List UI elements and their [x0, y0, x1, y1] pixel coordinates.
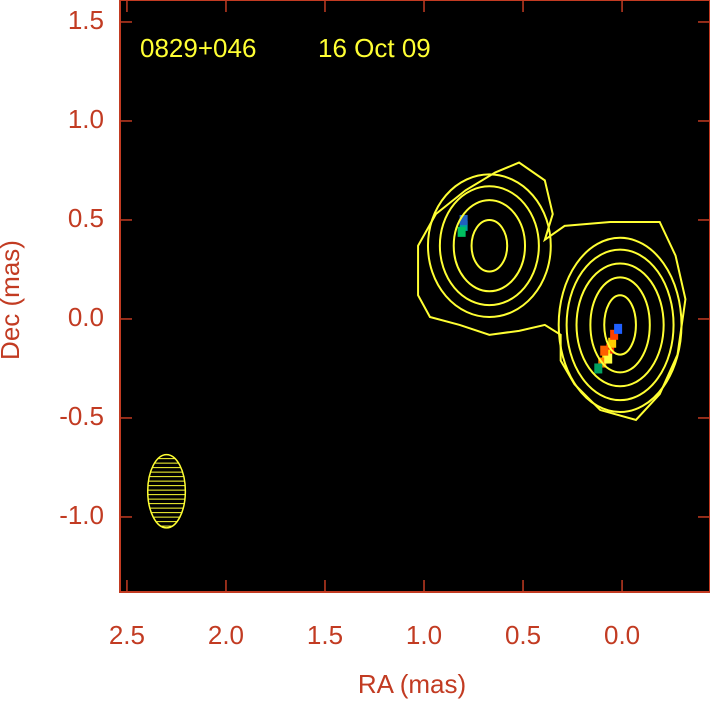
y-tick-label: 1.0	[68, 104, 104, 134]
contour	[575, 262, 665, 388]
plot-area	[119, 0, 710, 593]
emission-pixel	[459, 220, 468, 231]
emission-pixel	[457, 226, 466, 237]
contour	[470, 218, 509, 273]
x-tick-label: 1.0	[406, 620, 442, 650]
x-tick-label: 2.5	[109, 620, 145, 650]
contour	[557, 236, 683, 414]
x-tick-label: 1.5	[307, 620, 343, 650]
epoch: 16 Oct 09	[318, 33, 431, 63]
plot	[146, 161, 687, 529]
y-tick-label: -1.0	[59, 500, 104, 530]
contour	[452, 199, 527, 293]
y-tick-label: 0.0	[68, 302, 104, 332]
emission-pixel	[600, 345, 609, 356]
y-axis-label: Dec (mas)	[0, 240, 25, 360]
source-name: 0829+046	[140, 33, 256, 63]
emission-pixel	[604, 353, 613, 364]
x-tick-label: 0.0	[604, 620, 640, 650]
x-tick-label: 0.5	[505, 620, 541, 650]
emission-pixel	[614, 323, 623, 334]
y-tick-label: 0.5	[68, 203, 104, 233]
contour	[438, 185, 540, 307]
emission-pixel	[610, 329, 619, 340]
contour	[426, 173, 552, 318]
emission-pixel	[594, 363, 603, 374]
contour	[589, 276, 651, 374]
beam	[146, 453, 187, 529]
x-tick-label: 2.0	[208, 620, 244, 650]
contour	[603, 294, 637, 356]
emission-pixel	[608, 337, 617, 348]
contour	[565, 248, 675, 402]
x-axis-label: RA (mas)	[358, 669, 466, 699]
emission-pixel	[459, 214, 468, 225]
y-tick-label: -0.5	[59, 401, 104, 431]
y-tick-label: 1.5	[68, 5, 104, 35]
